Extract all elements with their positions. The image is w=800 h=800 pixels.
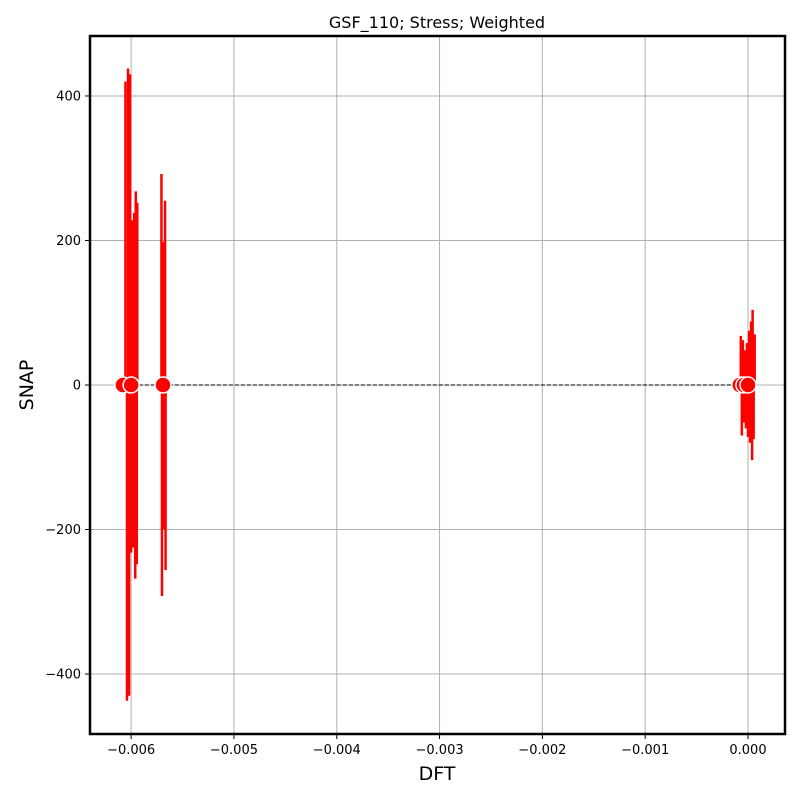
x-axis-title: DFT [419, 763, 456, 785]
x-axis-ticks: −0.006 −0.005 −0.004 −0.003 −0.002 −0.001 0.00… [107, 734, 767, 758]
y-tick-label: 200 [56, 234, 81, 249]
y-tick-label: −200 [45, 523, 81, 538]
x-tick-label: −0.005 [210, 743, 258, 758]
x-tick-label: −0.006 [107, 743, 155, 758]
y-tick-label: −400 [45, 668, 81, 683]
point-series [114, 376, 757, 394]
x-tick-label: −0.003 [416, 743, 464, 758]
y-axis-ticks: −400 −200 0 200 400 [45, 89, 90, 683]
x-tick-label: −0.004 [313, 743, 361, 758]
data-point [122, 376, 140, 394]
x-tick-label: 0.000 [729, 743, 766, 758]
x-tick-label: −0.001 [621, 743, 669, 758]
y-tick-label: 0 [73, 379, 81, 394]
data-point [154, 376, 172, 394]
y-tick-label: 400 [56, 89, 81, 104]
chart-title: GSF_110; Stress; Weighted [329, 13, 545, 33]
x-tick-label: −0.002 [518, 743, 566, 758]
data-point [739, 376, 757, 394]
y-axis-title: SNAP [16, 360, 38, 411]
spike-series [124, 68, 756, 701]
